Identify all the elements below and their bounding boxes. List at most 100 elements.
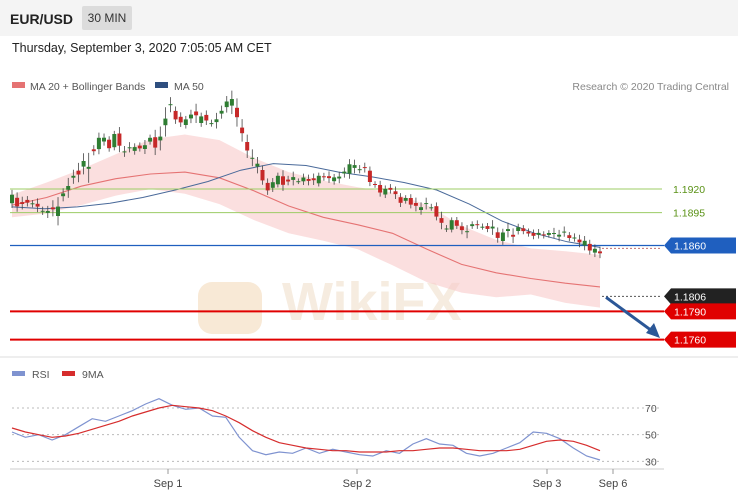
candle-body: [214, 119, 219, 123]
candle-body: [275, 175, 280, 185]
candle-body: [495, 232, 500, 238]
candle-body: [587, 243, 592, 251]
candle-body: [173, 110, 178, 120]
candle-body: [30, 203, 35, 205]
arrow-shaft: [605, 296, 653, 333]
candle-body: [598, 251, 602, 254]
candle-body: [20, 202, 25, 204]
rsi-legend-label: RSI: [32, 369, 50, 381]
candle-body: [301, 177, 306, 182]
candle-body: [367, 170, 372, 182]
candle-body: [577, 239, 582, 243]
candle-body: [567, 235, 572, 238]
candle-body: [526, 231, 531, 234]
candle-body: [96, 137, 101, 150]
candle-body: [250, 157, 255, 159]
candle-body: [413, 203, 418, 206]
candle-body: [153, 137, 158, 148]
ma50-legend-label: MA 50: [174, 81, 204, 93]
candle-body: [449, 220, 454, 230]
candle-body: [209, 123, 214, 125]
watermark-logo-icon: [198, 282, 262, 334]
candle-body: [347, 164, 352, 174]
x-tick-label: Sep 1: [154, 478, 183, 490]
candle-body: [127, 147, 132, 149]
candle-body: [383, 188, 388, 195]
candle-body: [419, 207, 423, 210]
candle-body: [61, 193, 66, 197]
candle-body: [296, 181, 301, 183]
candle-body: [142, 145, 147, 149]
pair-title: EUR/USD: [10, 11, 74, 27]
candle-body: [255, 163, 260, 167]
candle-body: [86, 166, 91, 169]
level-label: 1.1790: [674, 306, 706, 318]
candle-body: [465, 231, 470, 233]
header-bar: EUR/USD 30 MIN: [0, 0, 738, 36]
candle-body: [25, 199, 30, 203]
candle-body: [40, 210, 45, 212]
ma50-layer: [11, 163, 601, 248]
candle-body: [168, 104, 173, 106]
level-label: 1.1760: [674, 335, 706, 347]
candle-body: [56, 206, 60, 216]
candle-body: [224, 101, 229, 108]
forecast-arrow: [605, 296, 660, 338]
candle-body: [398, 197, 403, 203]
candle-body: [500, 232, 505, 241]
candle-body: [286, 179, 291, 182]
level-badge: [664, 288, 736, 305]
candle-body: [552, 233, 556, 234]
ma20-line: [11, 171, 601, 288]
candle-body: [541, 234, 546, 236]
candle-body: [122, 151, 127, 153]
candle-body: [403, 198, 408, 201]
candle-body: [66, 186, 71, 190]
candle-body: [393, 191, 398, 195]
candle-body: [260, 170, 265, 181]
candle-body: [229, 99, 234, 106]
candle-body: [107, 139, 112, 149]
candle-body: [189, 114, 193, 119]
candle-body: [536, 232, 541, 235]
candle-body: [572, 237, 577, 239]
x-axis: Sep 1 Sep 2 Sep 3 Sep 6: [10, 468, 664, 490]
candle-body: [342, 171, 347, 174]
candle-body: [439, 218, 444, 223]
candle-body: [357, 169, 362, 171]
candle-body: [434, 206, 439, 217]
rsi-tick-label: 50: [645, 430, 657, 442]
candle-body: [311, 178, 316, 181]
candle-body: [204, 114, 209, 121]
candle-body: [475, 224, 480, 226]
candle-body: [362, 167, 367, 169]
candle-body: [112, 134, 117, 148]
rsi-panel: 70 50 30: [11, 398, 662, 468]
candle-body: [81, 161, 86, 167]
candle-body: [592, 248, 597, 253]
rsi-tick-label: 30: [645, 456, 657, 468]
candle-body: [521, 228, 526, 232]
candle-body: [424, 203, 429, 205]
candle-body: [178, 116, 183, 123]
candle-body: [337, 176, 342, 179]
level-badge: [664, 331, 736, 348]
ma20-legend-swatch: [12, 82, 25, 88]
x-tick-label: Sep 6: [599, 478, 628, 490]
x-tick-label: Sep 3: [533, 478, 562, 490]
level-label: 1.1920: [673, 184, 705, 196]
candle-body: [511, 234, 516, 237]
candle-body: [444, 228, 449, 230]
bollinger-bands: [11, 134, 601, 308]
candle-body: [506, 229, 510, 231]
candle-body: [516, 227, 521, 231]
timeframe-button[interactable]: 30 MIN: [82, 6, 132, 30]
rsi-tick-label: 70: [645, 403, 657, 415]
rsi-ma9-line: [11, 404, 601, 453]
candle-body: [265, 182, 270, 191]
rsi-legend-swatch: [12, 371, 25, 376]
arrow-head: [646, 322, 660, 338]
candle-body: [245, 142, 250, 151]
candle-body: [388, 187, 393, 190]
